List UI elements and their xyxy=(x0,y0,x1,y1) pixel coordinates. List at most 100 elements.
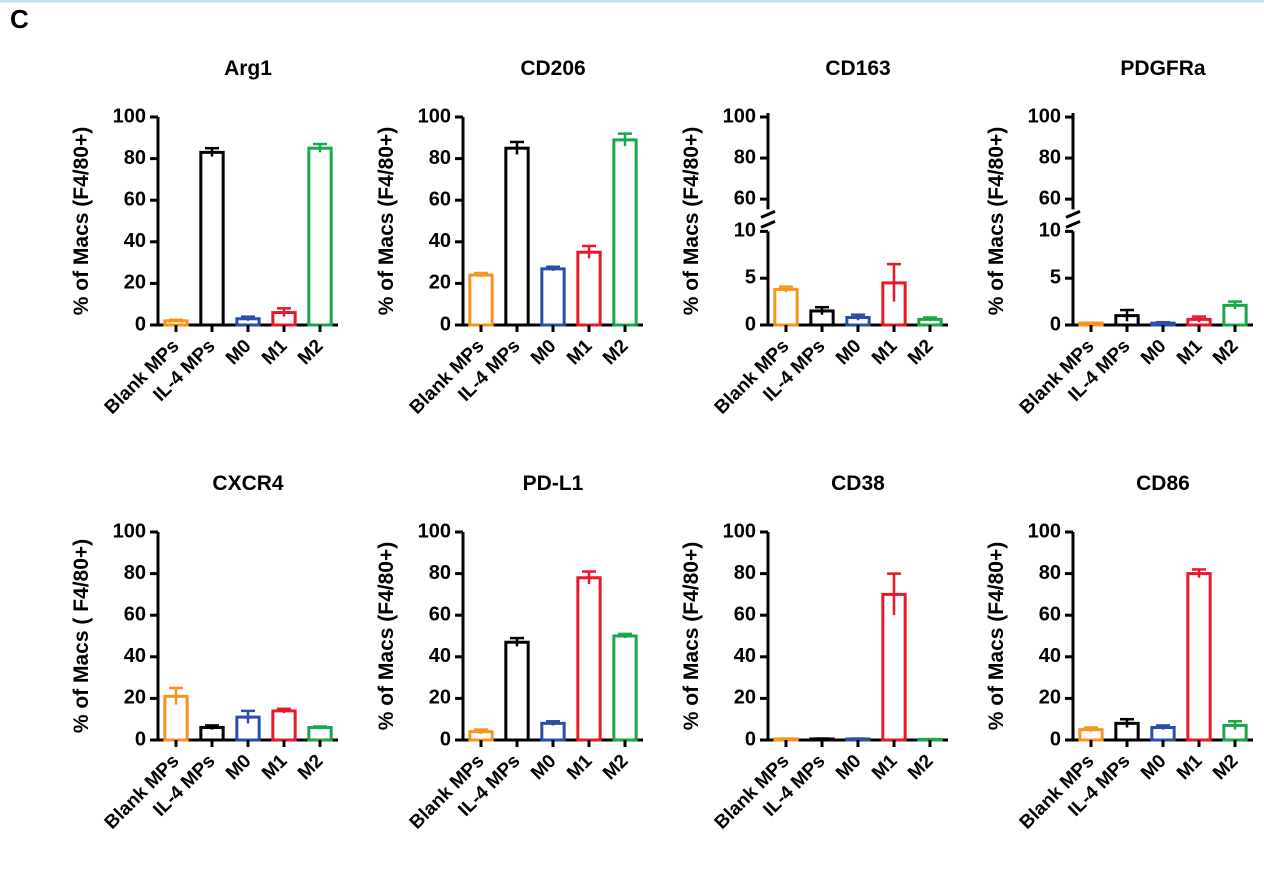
x-tick-label: M2 xyxy=(599,751,633,785)
y-tick-label: 5 xyxy=(1050,266,1061,288)
x-tick-label: M1 xyxy=(563,335,597,369)
panel-label: C xyxy=(10,4,29,34)
x-tick-label: M0 xyxy=(527,336,561,370)
y-tick-label: 0 xyxy=(135,728,146,750)
y-tick-label: 0 xyxy=(440,728,451,750)
x-tick-label: M0 xyxy=(527,751,561,785)
y-tick-label: 100 xyxy=(113,105,146,127)
y-tick-label: 0 xyxy=(1050,313,1061,335)
axis-break xyxy=(1065,210,1081,219)
chart-title: CD163 xyxy=(825,57,890,80)
x-tick-label: M0 xyxy=(1137,751,1171,785)
x-tick-label: M0 xyxy=(222,336,256,370)
y-tick-label: 40 xyxy=(1039,645,1061,667)
y-tick-label: 80 xyxy=(124,147,146,169)
y-tick-label: 100 xyxy=(723,105,756,127)
y-tick-label: 100 xyxy=(418,520,451,542)
x-tick-label: M1 xyxy=(563,750,597,784)
bar xyxy=(199,150,225,327)
y-axis-label: % of Macs (F4/80+) xyxy=(375,127,398,315)
y-tick-label: 80 xyxy=(734,146,756,168)
bar xyxy=(504,146,530,327)
bar xyxy=(504,640,530,742)
y-tick-label: 40 xyxy=(734,645,756,667)
y-axis-label: % of Macs (F4/80+) xyxy=(680,127,703,315)
bar xyxy=(307,726,333,742)
y-tick-label: 100 xyxy=(418,105,451,127)
x-tick-label: M1 xyxy=(258,750,292,784)
axis-break xyxy=(760,210,776,219)
x-tick-label: M2 xyxy=(599,336,633,370)
y-tick-label: 40 xyxy=(124,645,146,667)
bar xyxy=(773,287,799,327)
bar xyxy=(1186,572,1212,742)
y-tick-label: 60 xyxy=(734,187,756,209)
x-tick-label: M1 xyxy=(868,335,902,369)
y-tick-label: 100 xyxy=(1028,105,1061,127)
y-tick-label: 60 xyxy=(1039,603,1061,625)
x-tick-label: M2 xyxy=(294,751,328,785)
y-tick-label: 100 xyxy=(113,520,146,542)
y-tick-label: 20 xyxy=(429,687,451,709)
x-tick-label: M0 xyxy=(222,751,256,785)
chart-title: CD38 xyxy=(831,472,885,495)
y-tick-label: 40 xyxy=(429,230,451,252)
y-tick-label: 100 xyxy=(1028,520,1061,542)
bar xyxy=(468,273,494,327)
axis-break xyxy=(760,220,776,229)
y-tick-label: 80 xyxy=(734,562,756,584)
y-tick-label: 60 xyxy=(734,603,756,625)
y-tick-label: 20 xyxy=(1039,687,1061,709)
x-tick-label: M2 xyxy=(1209,336,1243,370)
y-tick-label: 60 xyxy=(429,188,451,210)
y-tick-label: 5 xyxy=(745,266,756,288)
bar xyxy=(540,721,566,742)
x-tick-label: M1 xyxy=(868,750,902,784)
y-axis-label: % of Macs (F4/80+) xyxy=(375,542,398,730)
chart-title: PD-L1 xyxy=(523,472,584,495)
x-tick-label: M2 xyxy=(904,751,938,785)
bar xyxy=(307,146,333,327)
y-tick-label: 60 xyxy=(124,188,146,210)
x-tick-label: M0 xyxy=(832,751,866,785)
chart-title: CD206 xyxy=(520,57,585,80)
y-tick-label: 80 xyxy=(124,562,146,584)
y-axis-label: % of Macs ( F4/80+) xyxy=(70,539,93,733)
y-axis-label: % of Macs (F4/80+) xyxy=(985,542,1008,730)
y-tick-label: 80 xyxy=(1039,562,1061,584)
bar xyxy=(540,267,566,327)
y-tick-label: 80 xyxy=(1039,146,1061,168)
bar xyxy=(612,634,638,742)
y-tick-label: 100 xyxy=(723,520,756,542)
x-tick-label: M1 xyxy=(258,335,292,369)
chart-title: PDGFRa xyxy=(1120,57,1206,80)
bar xyxy=(576,250,602,327)
y-tick-label: 80 xyxy=(429,562,451,584)
axis-break xyxy=(1065,220,1081,229)
chart-title: Arg1 xyxy=(224,57,272,80)
y-tick-label: 60 xyxy=(1039,187,1061,209)
y-tick-label: 60 xyxy=(124,603,146,625)
chart-title: CXCR4 xyxy=(212,472,284,495)
y-tick-label: 0 xyxy=(440,313,451,335)
y-tick-label: 80 xyxy=(429,147,451,169)
y-tick-label: 0 xyxy=(1050,728,1061,750)
y-tick-label: 40 xyxy=(429,645,451,667)
y-tick-label: 10 xyxy=(734,220,756,242)
y-tick-label: 0 xyxy=(745,313,756,335)
y-tick-label: 60 xyxy=(429,603,451,625)
y-axis-label: % of Macs (F4/80+) xyxy=(985,127,1008,315)
y-tick-label: 10 xyxy=(1039,220,1061,242)
x-tick-label: M2 xyxy=(1209,751,1243,785)
y-tick-label: 0 xyxy=(745,728,756,750)
y-axis-label: % of Macs (F4/80+) xyxy=(680,542,703,730)
y-tick-label: 0 xyxy=(135,313,146,335)
bar xyxy=(271,709,297,742)
y-tick-label: 20 xyxy=(124,272,146,294)
y-tick-label: 20 xyxy=(734,687,756,709)
bar xyxy=(576,576,602,742)
x-tick-label: M2 xyxy=(294,336,328,370)
y-tick-label: 20 xyxy=(429,272,451,294)
chart-title: CD86 xyxy=(1136,472,1190,495)
